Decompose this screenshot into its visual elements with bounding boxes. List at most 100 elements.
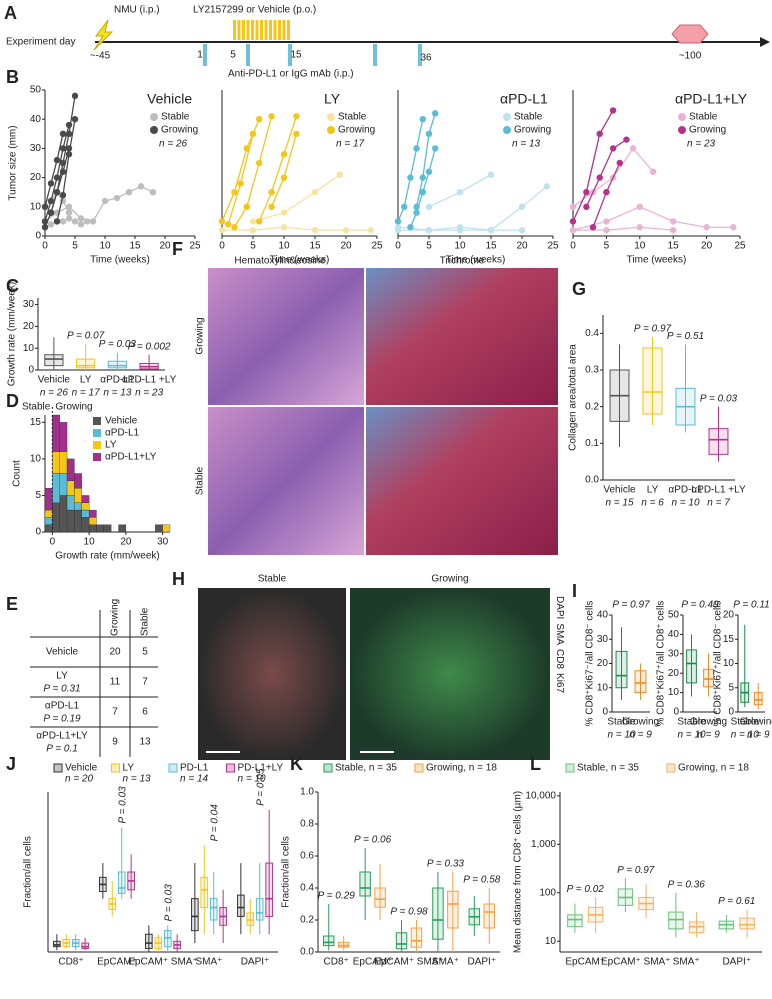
data-point — [636, 203, 643, 210]
x-tick-label: 10 — [99, 241, 111, 252]
legend-label: Growing — [514, 125, 551, 136]
legend-n: n = 13 — [123, 774, 152, 785]
day-label: 15 — [290, 50, 302, 61]
data-point — [113, 194, 121, 202]
p-value: P = 0.05 — [256, 768, 267, 806]
category-label: DAPI⁺ — [722, 957, 751, 968]
category-label: Growing — [622, 717, 659, 728]
data-point — [59, 191, 67, 199]
n-label: n = 23 — [687, 139, 716, 150]
data-point — [603, 226, 610, 234]
trajectory — [573, 226, 674, 231]
category-label: EpCAM⁺ — [565, 957, 605, 968]
data-point — [101, 197, 109, 205]
n-label: n = 13 — [512, 139, 541, 150]
data-point — [59, 218, 67, 225]
x-tick-label: 0 — [42, 241, 48, 252]
data-point — [419, 189, 426, 196]
data-point — [616, 159, 623, 167]
region-label: Growing — [55, 402, 92, 413]
treatment-label: Anti-PD-L1 or IgG mAb (i.p.) — [228, 69, 354, 80]
chart-title: αPD-L1+LY — [675, 91, 748, 107]
data-point — [425, 226, 433, 234]
data-point — [487, 226, 495, 234]
data-point — [41, 224, 49, 231]
x-tick-label: 30 — [157, 537, 169, 548]
data-point — [268, 189, 275, 196]
bar — [52, 414, 60, 452]
category-label: EpCAM⁺ — [97, 957, 137, 968]
y-tick-label: 10 — [30, 201, 42, 212]
x-tick-label: 20 — [159, 241, 171, 252]
data-point — [77, 221, 85, 228]
day-label: 36 — [420, 53, 432, 64]
y-tick-label: 20 — [597, 658, 609, 669]
legend-label: LY — [105, 440, 117, 451]
data-point — [394, 226, 402, 234]
y-tick-label: 50 — [668, 610, 680, 621]
data-point — [419, 116, 426, 123]
data-point — [47, 197, 55, 205]
x-tick-label: 20 — [120, 537, 132, 548]
x-tick-label: 0 — [395, 241, 401, 252]
bar — [52, 451, 60, 474]
table-cell: 5 — [142, 647, 148, 658]
bar — [59, 451, 68, 474]
y-tick-label: 10 — [545, 936, 557, 947]
data-point — [413, 209, 420, 216]
p-value: P = 0.97 — [634, 324, 672, 335]
data-point — [569, 226, 577, 234]
data-point — [59, 130, 67, 137]
category-label: Stable — [607, 717, 636, 728]
data-point — [425, 203, 433, 210]
region-label: Stable — [22, 402, 51, 413]
data-point — [137, 183, 145, 190]
trajectory — [222, 226, 371, 231]
trajectory — [252, 174, 341, 223]
data-point — [432, 110, 439, 117]
legend-label: Growing — [689, 125, 726, 136]
p-value: P = 0.36 — [668, 879, 706, 890]
p-value: P = 0.98 — [390, 907, 428, 918]
category-label: CD8⁺ — [324, 957, 349, 968]
x-tick-label: 0 — [570, 241, 576, 252]
legend-label: Stable, n = 35 — [577, 763, 639, 774]
data-point — [77, 215, 85, 222]
trajectory — [415, 113, 436, 207]
category-label: αPD-L1 +LY — [691, 485, 746, 496]
box — [432, 887, 444, 940]
p-value: P = 0.03 — [99, 339, 137, 350]
x-tick-label: 25 — [547, 241, 559, 252]
trajectory — [572, 206, 734, 231]
trajectory — [56, 119, 76, 222]
y-tick-label: 10 — [30, 454, 42, 465]
legend-label: Growing — [161, 125, 198, 136]
stain-legend: DAPI SMA CD8 Ki67 — [554, 596, 565, 693]
box — [209, 898, 218, 921]
x-tick-label: 15 — [129, 241, 141, 252]
legend-label: αPD-L1 — [105, 428, 140, 439]
legend-swatch — [93, 417, 101, 425]
box — [163, 930, 172, 948]
image — [208, 407, 364, 555]
data-point — [256, 116, 263, 123]
legend-marker — [678, 113, 686, 121]
y-tick-label: 10 — [597, 682, 609, 693]
y-axis-label: Mean distance from CD8⁺ cells (µm) — [513, 791, 524, 953]
bar — [81, 502, 90, 511]
row-label: Growing — [195, 317, 206, 354]
data-point — [636, 224, 643, 231]
p-value: P = 0.03 — [164, 884, 175, 922]
y-tick-label: 40 — [668, 629, 680, 640]
data-point — [670, 218, 677, 225]
box — [359, 871, 371, 897]
bar — [59, 422, 68, 452]
panel-letter: G — [572, 279, 586, 299]
stain: SMA — [554, 623, 565, 645]
box — [246, 912, 255, 926]
box — [374, 887, 386, 908]
n-label: n = 23 — [135, 388, 164, 399]
antibody-doses — [203, 44, 422, 66]
data-point — [256, 218, 263, 225]
